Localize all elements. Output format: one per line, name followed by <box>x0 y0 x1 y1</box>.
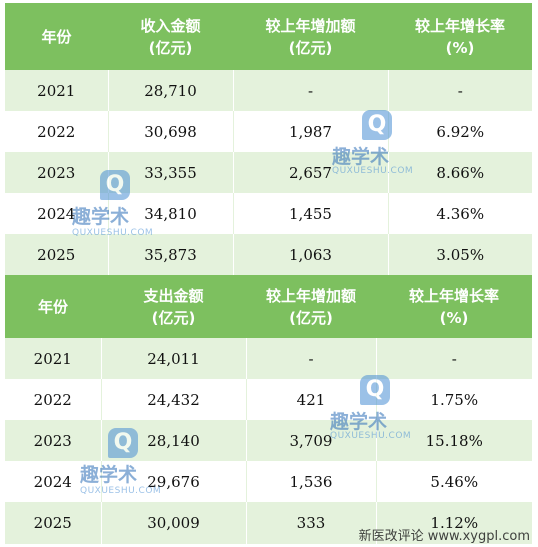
amount-cell: 28,710 <box>108 70 234 111</box>
year-cell: 2021 <box>5 70 109 111</box>
amount-cell: 35,873 <box>108 234 234 275</box>
increase-cell: 2,657 <box>233 152 389 193</box>
income-header-amount: 收入金额 (亿元) <box>108 3 233 70</box>
rate-cell: 8.66% <box>388 152 532 193</box>
table-row: 2021 28,710 - - <box>5 70 532 111</box>
rate-cell: 4.36% <box>388 193 532 234</box>
year-cell: 2021 <box>5 338 102 379</box>
year-cell: 2023 <box>5 152 109 193</box>
table-row: 2025 35,873 1,063 3.05% <box>5 234 532 275</box>
expense-header-amount: 支出金额 (亿元) <box>101 275 246 338</box>
increase-cell: 1,063 <box>233 234 389 275</box>
rate-cell: - <box>376 338 532 379</box>
increase-cell: - <box>246 338 377 379</box>
table-row: 2024 34,810 1,455 4.36% <box>5 193 532 234</box>
income-header-increase: 较上年增加额 (亿元) <box>233 3 388 70</box>
table-row: 2023 28,140 3,709 15.18% <box>5 420 532 461</box>
amount-cell: 30,009 <box>101 502 247 544</box>
year-cell: 2025 <box>5 502 102 544</box>
amount-cell: 29,676 <box>101 461 247 502</box>
amount-cell: 28,140 <box>101 420 247 461</box>
rate-cell: 1.12% <box>376 502 532 544</box>
amount-cell: 24,011 <box>101 338 247 379</box>
rate-cell: 1.75% <box>376 379 532 420</box>
year-cell: 2024 <box>5 461 102 502</box>
income-table: 年份 收入金额 (亿元) 较上年增加额 (亿元) 较上年增长率 (%) 2021 28… <box>5 3 532 275</box>
expense-table: 年份 支出金额 (亿元) 较上年增加额 (亿元) 较上年增长率 (%) 2021 24… <box>5 275 532 544</box>
amount-cell: 34,810 <box>108 193 234 234</box>
table-row: 2024 29,676 1,536 5.46% <box>5 461 532 502</box>
year-cell: 2025 <box>5 234 109 275</box>
year-cell: 2023 <box>5 420 102 461</box>
increase-cell: 421 <box>246 379 377 420</box>
table-row: 2021 24,011 - - <box>5 338 532 379</box>
increase-cell: 1,987 <box>233 111 389 152</box>
increase-cell: 1,455 <box>233 193 389 234</box>
rate-cell: 3.05% <box>388 234 532 275</box>
increase-cell: 333 <box>246 502 377 544</box>
year-cell: 2022 <box>5 379 102 420</box>
table-row: 2025 30,009 333 1.12% <box>5 502 532 544</box>
year-cell: 2024 <box>5 193 109 234</box>
table-row: 2022 30,698 1,987 6.92% <box>5 111 532 152</box>
rate-cell: 15.18% <box>376 420 532 461</box>
table-row: 2022 24,432 421 1.75% <box>5 379 532 420</box>
amount-cell: 24,432 <box>101 379 247 420</box>
source-watermark: 新医改评论 www.xygpl.com <box>358 529 530 544</box>
increase-cell: 3,709 <box>246 420 377 461</box>
table-row: 2023 33,355 2,657 8.66% <box>5 152 532 193</box>
expense-header-rate: 较上年增长率 (%) <box>376 275 532 338</box>
income-header-row: 年份 收入金额 (亿元) 较上年增加额 (亿元) 较上年增长率 (%) <box>5 3 532 70</box>
expense-header-year: 年份 <box>5 275 101 338</box>
amount-cell: 30,698 <box>108 111 234 152</box>
year-cell: 2022 <box>5 111 109 152</box>
rate-cell: - <box>388 70 532 111</box>
amount-cell: 33,355 <box>108 152 234 193</box>
expense-header-row: 年份 支出金额 (亿元) 较上年增加额 (亿元) 较上年增长率 (%) <box>5 275 532 338</box>
income-header-rate: 较上年增长率 (%) <box>388 3 532 70</box>
increase-cell: - <box>233 70 389 111</box>
increase-cell: 1,536 <box>246 461 377 502</box>
rate-cell: 6.92% <box>388 111 532 152</box>
income-header-year: 年份 <box>5 3 108 70</box>
expense-header-increase: 较上年增加额 (亿元) <box>246 275 376 338</box>
rate-cell: 5.46% <box>376 461 532 502</box>
